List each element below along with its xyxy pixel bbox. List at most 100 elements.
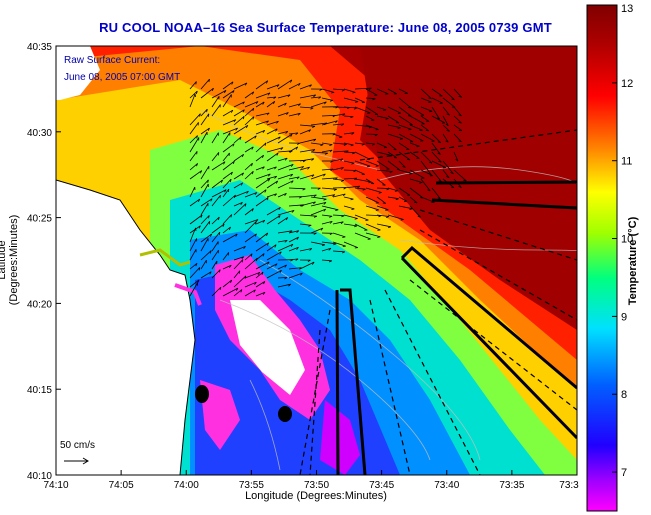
current-vector [255,242,269,252]
current-vector-head [386,188,390,191]
current-vector [211,179,223,189]
current-vector [222,188,230,198]
current-vector-head [458,121,462,124]
current-vector-head [330,168,334,172]
current-vector [321,142,333,145]
current-vector-head [300,272,303,276]
current-vector-head [428,97,432,99]
current-vector [244,281,257,288]
current-vector [409,187,424,199]
current-vector [365,160,379,167]
current-vector-head [329,232,333,235]
current-vector-head [246,190,249,194]
current-vector-head [288,283,291,287]
current-vector [211,241,219,252]
current-vector-head [311,158,315,161]
current-vector [211,189,227,198]
current-vector [255,112,270,117]
current-vector [299,214,317,217]
current-vector-head [386,216,390,218]
current-vector-head [291,180,294,184]
current-vector [310,142,324,145]
current-vector-head [254,135,257,139]
current-vector [354,223,368,231]
current-vector-head [291,210,295,213]
current-vector [255,173,271,180]
current-vector [277,210,295,216]
current-vector-head [341,89,345,92]
current-vector [321,259,332,262]
current-vector [288,236,299,243]
current-vector [189,93,196,108]
current-vector [332,193,346,198]
current-vector-head [222,223,225,227]
y-tick-label: 40:25 [27,214,52,225]
current-vector [244,289,256,297]
current-vector [442,106,450,116]
current-vector [277,79,293,90]
current-vector-head [323,202,327,205]
current-vector [233,256,244,261]
current-vector [376,178,386,186]
current-vector [233,153,244,162]
colorbar [586,4,618,512]
current-vector [211,260,218,270]
current-vector [266,100,275,108]
current-vector [343,169,357,171]
current-vector [332,123,344,126]
current-vector-head [333,188,337,191]
current-vector-head [351,208,355,210]
current-vector [431,97,443,104]
current-vector [453,169,467,182]
current-vector [244,107,255,117]
island-marker [278,406,292,422]
current-vector-head [229,226,231,230]
current-vector-head [351,132,355,135]
current-vector-head [254,281,257,285]
current-vector [277,102,287,108]
current-vector-head [274,244,277,248]
current-vector-head [317,187,321,190]
current-vector-head [262,292,266,295]
current-vector-head [251,163,253,167]
current-vector [398,97,412,109]
y-tick-label: 40:15 [27,385,52,396]
current-vector [288,176,300,180]
current-vector-head [230,214,232,218]
current-vector-head [209,271,212,275]
current-vector [255,142,267,153]
y-axis-ticks: 40:35 40:30 40:25 40:20 40:15 40:10 [27,42,61,482]
current-vector [321,221,333,225]
current-vector [222,132,231,144]
current-vector-head [199,113,201,117]
current-vector-head [223,90,227,94]
x-tick-label: 73:40 [434,480,459,491]
current-vector-head [268,178,271,182]
current-vector [321,168,334,171]
current-vector [387,142,397,151]
current-vector-head [296,230,300,233]
current-vector-head [252,171,254,175]
current-vector [332,187,347,189]
current-vector [420,115,430,122]
current-vector [343,241,358,248]
current-vectors [189,78,467,297]
current-vector-head [335,120,338,124]
current-vector-head [266,242,270,246]
current-vector [420,124,430,132]
current-vector [442,169,450,178]
current-vector-head [284,264,287,268]
current-vector [376,205,389,211]
current-vector-head [263,281,266,285]
x-tick-label: 73:45 [369,480,394,491]
current-vector [299,94,316,99]
current-vector-head [350,144,354,147]
current-vector-head [340,158,344,162]
current-vector-head [279,251,282,255]
colorbar-tick-label: 10 [621,234,633,246]
current-vector [365,223,381,231]
current-vector [288,146,298,153]
current-vector [299,261,315,270]
current-vector-head [238,270,241,274]
current-vector-head [296,176,300,180]
